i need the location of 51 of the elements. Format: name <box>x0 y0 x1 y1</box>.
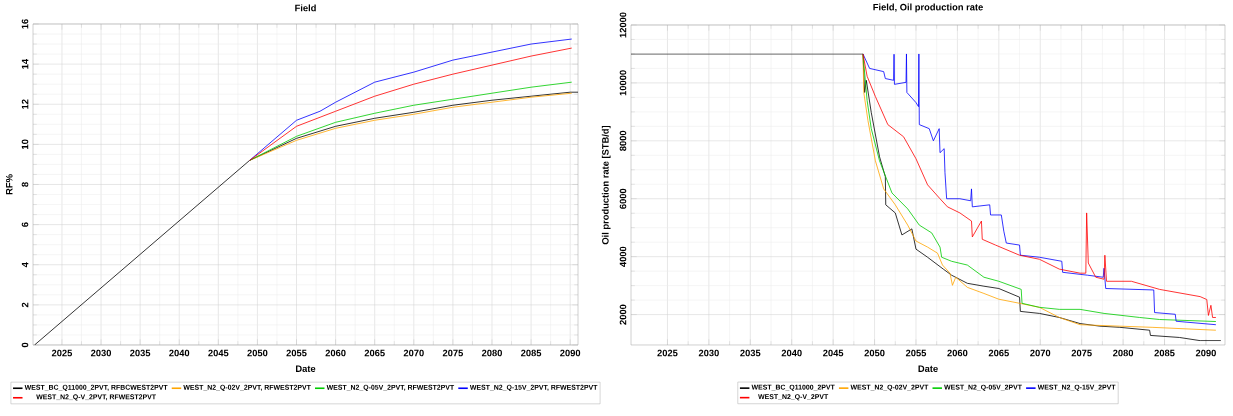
x-tick-label: 2070 <box>403 349 424 357</box>
x-tick-label: 2090 <box>560 349 581 357</box>
x-tick-label: 2060 <box>325 349 346 357</box>
x-tick-label: 2075 <box>1071 349 1092 357</box>
x-tick-label: 2060 <box>947 349 968 357</box>
y-tick-label: 16 <box>21 19 29 29</box>
y-axis-title: Oil production rate [STB/d] <box>601 125 611 245</box>
x-tick-label: 2025 <box>51 349 73 357</box>
line-series <box>34 91 578 345</box>
x-tick-label: 2080 <box>1113 349 1134 357</box>
y-tick-label: 6 <box>21 222 29 227</box>
y-axis-title: RF% <box>5 174 13 195</box>
x-tick-label: 2030 <box>698 349 719 357</box>
x-tick-label: 2090 <box>1195 349 1216 357</box>
y-tick-label: 2 <box>21 302 29 308</box>
x-tick-label: 2035 <box>740 349 761 357</box>
x-tick-label: 2055 <box>905 349 927 357</box>
y-tick-label: 10000 <box>619 70 627 96</box>
x-tick-label: 2030 <box>90 349 112 357</box>
x-axis-title: Date <box>918 365 938 372</box>
chart-title: Field <box>295 4 316 12</box>
y-tick-label: 4000 <box>619 246 627 267</box>
y-tick-label: 12000 <box>619 12 627 38</box>
x-tick-label: 2085 <box>1154 349 1175 357</box>
x-axis-title: Date <box>296 365 316 372</box>
x-tick-label: 2075 <box>442 349 464 357</box>
y-tick-label: 4 <box>21 262 29 268</box>
x-tick-label: 2045 <box>208 349 229 357</box>
x-tick-label: 2045 <box>823 349 844 357</box>
x-tick-label: 2035 <box>130 349 151 357</box>
x-tick-label: 2050 <box>864 349 885 357</box>
x-tick-label: 2065 <box>988 349 1009 357</box>
x-tick-label: 2040 <box>781 349 802 357</box>
x-tick-label: 2085 <box>521 349 542 357</box>
y-tick-label: 6000 <box>619 188 627 209</box>
y-tick-label: 14 <box>21 58 29 69</box>
y-tick-label: 2000 <box>619 304 627 325</box>
x-tick-label: 2070 <box>1030 349 1051 357</box>
y-tick-label: 12 <box>21 99 29 109</box>
x-tick-label: 2080 <box>481 349 502 357</box>
y-tick-label: 8 <box>21 182 29 187</box>
x-tick-label: 2040 <box>169 349 190 357</box>
chart-title: Field, Oil production rate <box>873 3 983 13</box>
x-tick-label: 2025 <box>657 349 678 357</box>
x-tick-label: 2065 <box>364 349 385 357</box>
y-tick-label: 8000 <box>619 130 627 151</box>
line-series <box>631 53 1222 342</box>
x-tick-label: 2050 <box>247 349 268 357</box>
x-tick-label: 2055 <box>286 349 307 357</box>
y-tick-label: 0 <box>21 342 29 348</box>
y-tick-label: 10 <box>21 139 29 149</box>
